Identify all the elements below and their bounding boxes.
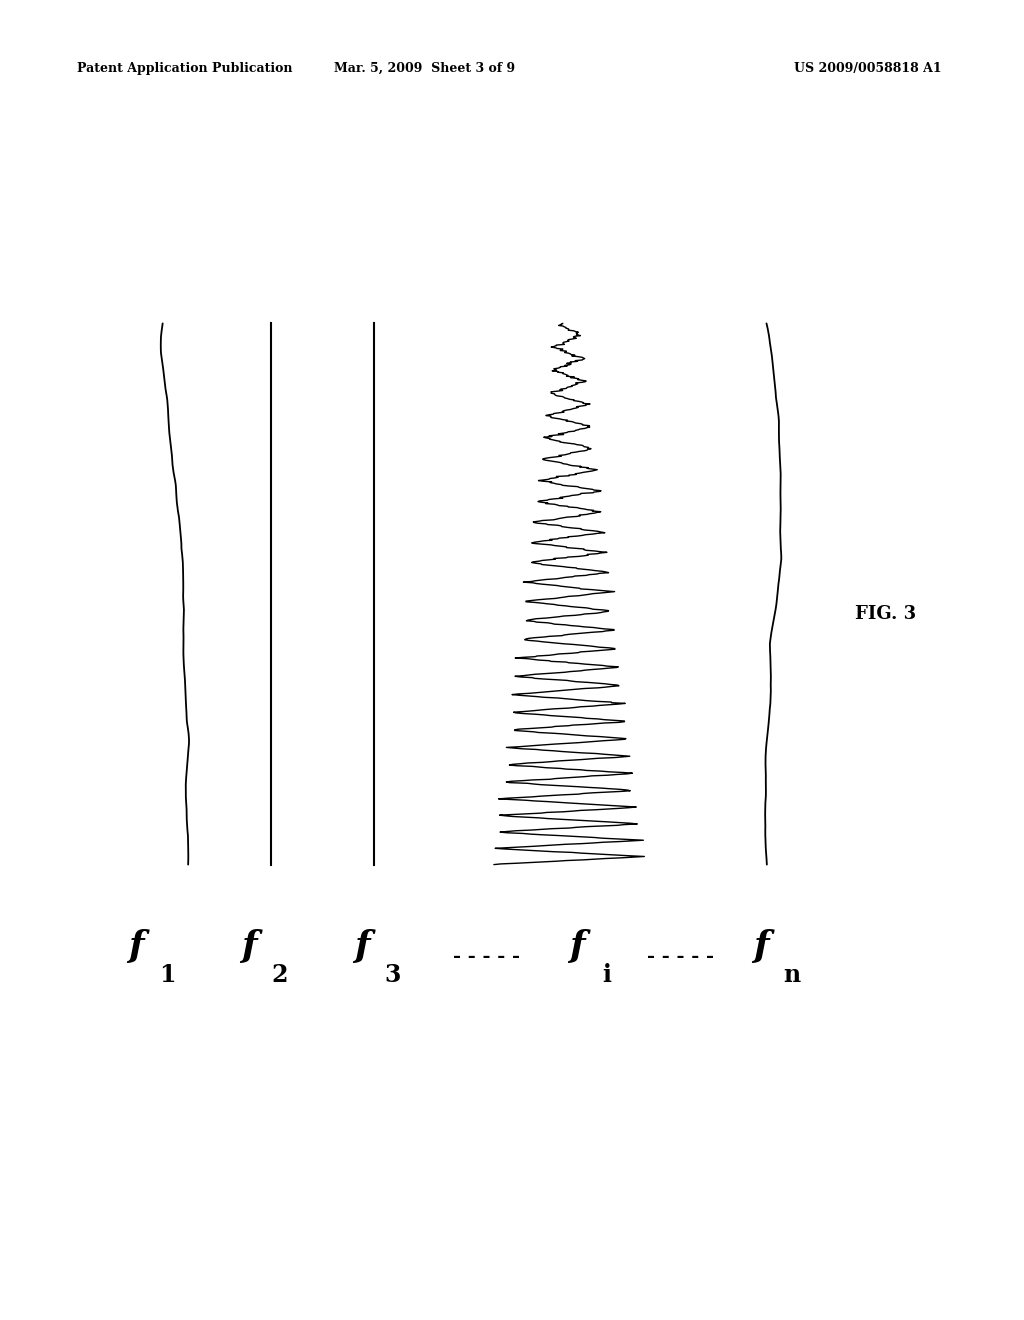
Text: US 2009/0058818 A1: US 2009/0058818 A1 [794,62,941,75]
Text: f: f [353,929,370,964]
Text: n: n [783,964,800,987]
Text: 2: 2 [271,964,288,987]
Text: f: f [241,929,257,964]
Text: - - - - -: - - - - - [453,948,520,966]
Text: 3: 3 [384,964,400,987]
Text: FIG. 3: FIG. 3 [855,605,916,623]
Text: - - - - -: - - - - - [647,948,715,966]
Text: Patent Application Publication: Patent Application Publication [77,62,292,75]
Text: Mar. 5, 2009  Sheet 3 of 9: Mar. 5, 2009 Sheet 3 of 9 [335,62,515,75]
Text: i: i [603,964,611,987]
Text: f: f [128,929,144,964]
Text: 1: 1 [159,964,175,987]
Text: f: f [753,929,769,964]
Text: f: f [568,929,585,964]
